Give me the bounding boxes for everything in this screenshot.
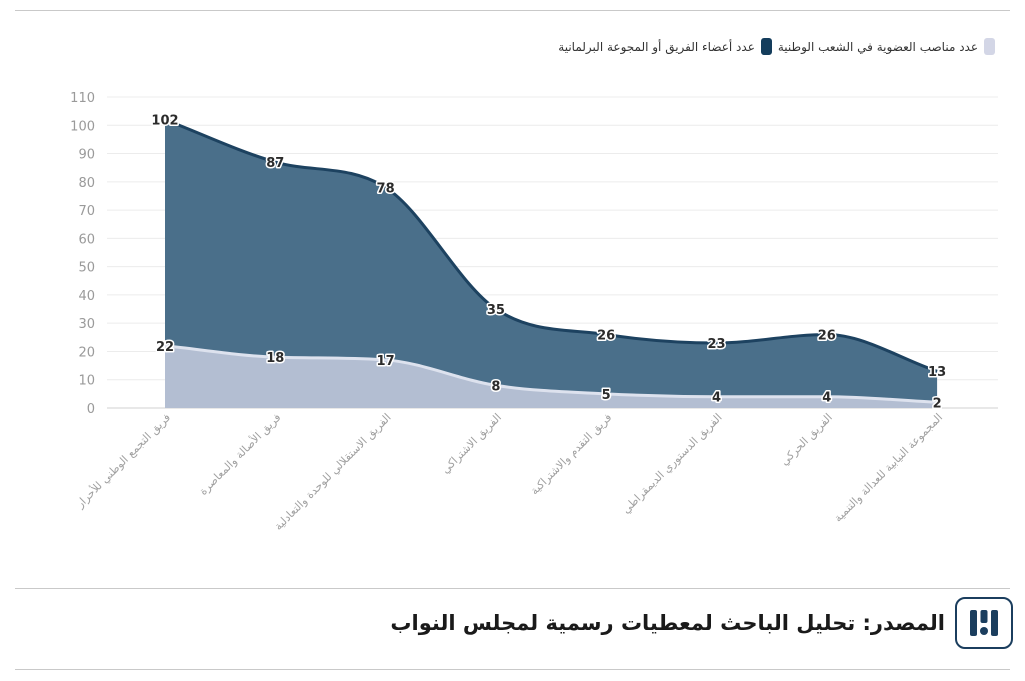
data-label-memberships-2: 17 xyxy=(377,354,395,369)
area-chart: 0 10 20 30 40 50 60 70 80 90 100 110 102 87 78 35 26 23 26… xyxy=(70,91,998,534)
y-tick-label-80: 80 xyxy=(78,176,95,191)
area-memberships xyxy=(165,345,938,408)
y-tick-label-100: 100 xyxy=(70,119,95,134)
x-tick-label-3: الفريق الاشتراكي xyxy=(439,411,505,477)
x-tick-label-2: الفريق الاستقلالي للوحدة والتعادلية xyxy=(272,411,395,534)
y-tick-label-30: 30 xyxy=(78,317,95,332)
top-divider xyxy=(15,10,1010,11)
x-tick-label-5: الفريق الدستوري الديمقراطي xyxy=(619,411,725,517)
data-label-members-0: 102 xyxy=(151,114,178,129)
x-tick-label-4: فريق التقدم والاشتراكية xyxy=(528,411,615,498)
x-tick-label-6: الفريق الحركي xyxy=(778,411,836,469)
publisher-logo-icon xyxy=(955,597,1013,649)
footer-top-divider xyxy=(15,588,1010,589)
chart-legend: عدد مناصب العضوية في الشعب الوطنية عدد أ… xyxy=(558,38,995,55)
area-members xyxy=(165,119,938,409)
x-tick-label-1: فريق الأصالة والمعاصرة xyxy=(196,410,284,498)
legend-swatch-members xyxy=(760,38,772,55)
source-footer: المصدر: تحليل الباحث لمعطيات رسمية لمجلس… xyxy=(390,597,1013,649)
data-label-memberships-3: 8 xyxy=(491,379,500,394)
x-tick-label-7: المجموعة النيابية للعدالة والتنمية xyxy=(831,411,945,525)
y-tick-label-40: 40 xyxy=(78,289,95,304)
data-label-memberships-4: 5 xyxy=(602,388,611,403)
data-label-members-1: 87 xyxy=(266,156,284,171)
y-tick-label-110: 110 xyxy=(70,91,95,106)
legend-label-memberships: عدد مناصب العضوية في الشعب الوطنية xyxy=(777,39,978,54)
y-tick-label-70: 70 xyxy=(78,204,95,219)
y-tick-label-10: 10 xyxy=(78,374,95,389)
data-label-memberships-7: 2 xyxy=(933,396,942,411)
x-tick-label-0: فريق التجمع الوطني للأحرار xyxy=(72,410,174,512)
y-tick-label-60: 60 xyxy=(78,232,95,247)
line-memberships xyxy=(164,344,938,404)
data-label-memberships-0: 22 xyxy=(156,340,174,355)
data-label-members-7: 13 xyxy=(928,365,946,380)
data-label-memberships-5: 4 xyxy=(712,391,721,406)
legend-swatch-memberships xyxy=(984,38,995,55)
y-tick-label-90: 90 xyxy=(78,148,95,163)
bottom-divider xyxy=(15,669,1010,670)
data-label-memberships-1: 18 xyxy=(266,351,284,366)
source-text: المصدر: تحليل الباحث لمعطيات رسمية لمجلس… xyxy=(390,611,945,635)
data-label-members-3: 35 xyxy=(487,303,505,318)
y-tick-label-20: 20 xyxy=(78,345,95,360)
legend-label-members: عدد أعضاء الفريق أو المجوعة البرلمانية xyxy=(558,39,755,54)
y-tick-label-50: 50 xyxy=(78,261,95,276)
data-label-members-6: 26 xyxy=(818,328,836,343)
data-label-members-4: 26 xyxy=(597,328,615,343)
data-label-members-2: 78 xyxy=(377,181,395,196)
data-label-memberships-6: 4 xyxy=(822,391,831,406)
y-tick-label-0: 0 xyxy=(87,402,95,417)
data-label-members-5: 23 xyxy=(707,337,725,352)
legend-item-memberships[interactable]: عدد مناصب العضوية في الشعب الوطنية xyxy=(778,38,995,55)
legend-item-members[interactable]: عدد أعضاء الفريق أو المجوعة البرلمانية xyxy=(558,38,772,55)
line-members xyxy=(164,118,938,373)
